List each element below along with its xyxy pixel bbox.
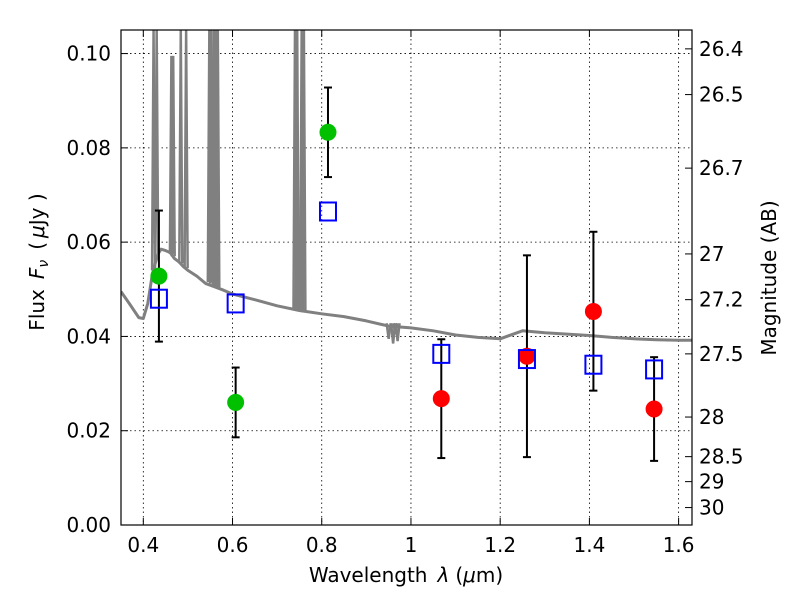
data-points xyxy=(149,86,664,462)
y2-tick-label: 28.5 xyxy=(699,445,744,469)
blue-model-square xyxy=(432,343,451,364)
x-tick-label: 1.2 xyxy=(484,533,516,557)
y-tick-label: 0.00 xyxy=(66,513,111,537)
red-data-point xyxy=(645,400,663,418)
x-tick-label: 0.4 xyxy=(127,533,159,557)
y2-tick-label: 28 xyxy=(699,405,724,429)
green-data-point xyxy=(150,267,168,285)
blue-model-square xyxy=(645,359,664,380)
emission-line xyxy=(153,30,160,259)
y-tick-label: 0.08 xyxy=(66,136,111,160)
x-tick-label: 1.6 xyxy=(663,533,695,557)
y2-tick-label: 27.2 xyxy=(699,288,744,312)
y-tick-label: 0.10 xyxy=(66,42,111,66)
y2-tick-label: 26.4 xyxy=(699,37,744,61)
red-data-point xyxy=(432,390,450,408)
x-tick-label: 0.8 xyxy=(306,533,338,557)
blue-model-square xyxy=(584,354,603,375)
blue-model-square xyxy=(517,349,536,370)
y2-tick-label: 27 xyxy=(699,242,724,266)
y-tick-label: 0.06 xyxy=(66,230,111,254)
x-tick-label: 1.4 xyxy=(573,533,605,557)
x-tick-label: 0.6 xyxy=(217,533,249,557)
y-tick-label: 0.04 xyxy=(66,324,111,348)
y-tick-label: 0.02 xyxy=(66,419,111,443)
emission-line xyxy=(183,30,189,269)
plot-frame xyxy=(120,29,693,526)
red-data-point xyxy=(584,302,602,320)
y2-tick-label: 26.5 xyxy=(699,83,744,107)
emission-line xyxy=(170,55,176,257)
green-data-point xyxy=(227,393,245,411)
x-tick-label: 1 xyxy=(405,533,418,557)
blue-model-square xyxy=(149,288,168,309)
emission-line xyxy=(178,30,184,264)
axis-ticks: 0.4 0.6 0.8 1 1.2 1.4 1.6 0.00 0.02 0.04 0.06 0.08 0… xyxy=(66,30,744,557)
y2-tick-label: 30 xyxy=(699,496,724,520)
y2-axis-label: Magnitude (AB) xyxy=(757,200,781,355)
blue-model-square xyxy=(226,293,245,314)
y-axis-label: FluxFν(μJy ) xyxy=(25,193,52,330)
y2-tick-label: 27.5 xyxy=(699,342,744,366)
green-data-point xyxy=(319,123,337,141)
spectrum-line xyxy=(121,247,692,342)
absorption-line xyxy=(385,323,392,339)
blue-model-square xyxy=(318,201,337,222)
emission-line xyxy=(215,30,221,288)
emission-line xyxy=(301,30,307,313)
emission-line xyxy=(294,30,300,311)
x-axis-label: Wavelength λ (μm) xyxy=(309,563,503,587)
y2-tick-label: 26.7 xyxy=(699,156,744,180)
absorption-line xyxy=(394,323,401,342)
y2-tick-label: 29 xyxy=(699,470,724,494)
model-spectrum xyxy=(121,30,692,344)
